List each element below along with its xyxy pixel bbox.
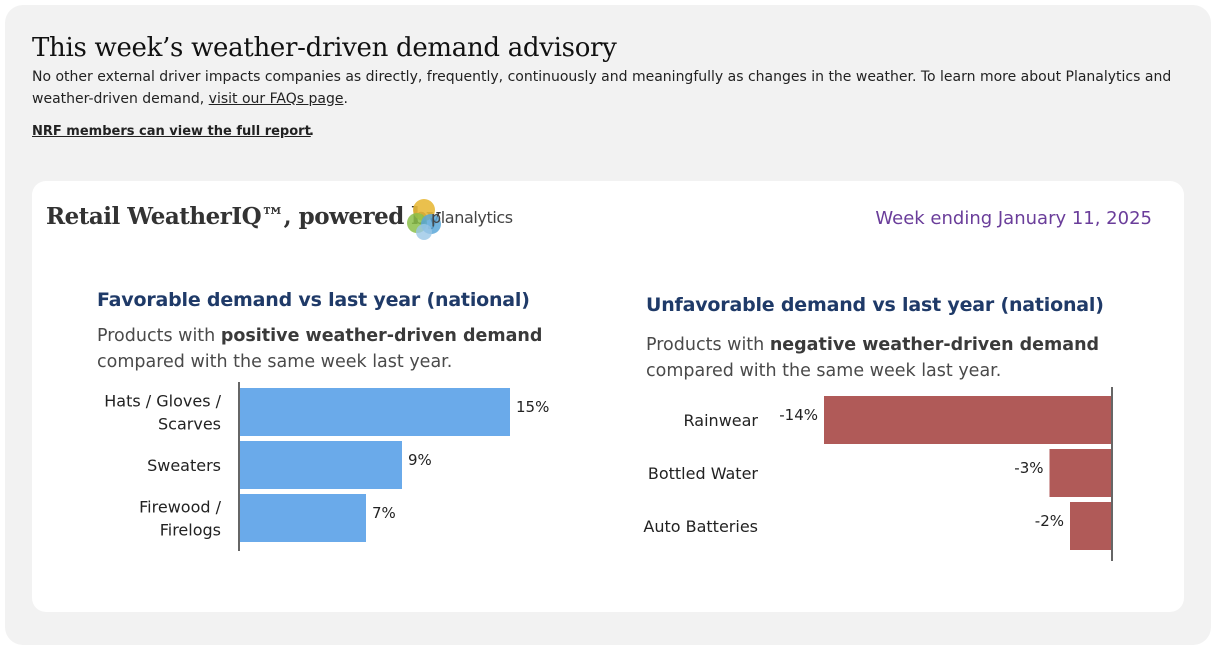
- weatheriq-card: Retail WeatherIQ™, powered by planalytic…: [32, 181, 1184, 612]
- unfavorable-value-label: -14%: [779, 406, 818, 424]
- favorable-bar: [240, 388, 510, 436]
- favorable-sub-pre: Products with: [97, 326, 221, 346]
- unfavorable-value-label: -3%: [1014, 459, 1043, 477]
- favorable-value-label: 15%: [516, 398, 549, 416]
- intro-end: .: [343, 90, 348, 107]
- unfavorable-bar: [1070, 502, 1111, 550]
- planalytics-logo-icon: [407, 199, 441, 240]
- unfavorable-sub-bold: negative weather-driven demand: [769, 335, 1100, 355]
- unfavorable-bar: [824, 396, 1111, 444]
- unfavorable-sub-line2: compared with the same week last year.: [646, 361, 1002, 381]
- unfavorable-chart-subtitle: Products with negative weather-driven de…: [646, 332, 1099, 384]
- advisory-section: This week’s weather-driven demand adviso…: [5, 5, 1211, 645]
- week-ending: Week ending January 11, 2025: [875, 208, 1152, 229]
- favorable-sub-bold: positive weather-driven demand: [220, 326, 543, 346]
- favorable-sub-line2: compared with the same week last year.: [97, 352, 453, 372]
- faq-link[interactable]: visit our FAQs page: [208, 90, 344, 107]
- favorable-bar: [240, 494, 366, 542]
- favorable-category-label: Firelogs: [160, 521, 221, 540]
- favorable-category-label: Firewood /: [139, 498, 221, 517]
- intro-text: No other external driver impacts compani…: [32, 69, 1172, 107]
- unfavorable-bar: [1049, 449, 1111, 497]
- unfavorable-chart-title: Unfavorable demand vs last year (nationa…: [646, 294, 1104, 316]
- favorable-chart-subtitle: Products with positive weather-driven de…: [97, 323, 542, 375]
- favorable-value-label: 7%: [372, 504, 396, 522]
- card-title: Retail WeatherIQ™, powered by: [46, 203, 440, 230]
- favorable-bar-chart: 15% Hats / Gloves / Scarves 9% Sweaters 7% Fir…: [104, 382, 549, 551]
- favorable-category-label: Scarves: [158, 415, 221, 434]
- nrf-end: .: [309, 124, 314, 139]
- favorable-value-label: 9%: [408, 451, 432, 469]
- unfavorable-bar-chart: -14% Rainwear -3% Bottled Water -2% Auto Batt…: [643, 387, 1113, 561]
- unfavorable-category-label: Bottled Water: [648, 464, 759, 483]
- unfavorable-category-label: Auto Batteries: [643, 517, 758, 536]
- favorable-chart-title: Favorable demand vs last year (national): [97, 289, 530, 311]
- logo-wordmark: planalytics: [431, 208, 513, 227]
- page-title: This week’s weather-driven demand adviso…: [32, 33, 617, 63]
- unfavorable-category-label: Rainwear: [684, 411, 759, 430]
- nrf-report-link[interactable]: NRF members can view the full report: [32, 124, 311, 139]
- unfavorable-sub-pre: Products with: [646, 335, 770, 355]
- favorable-category-label: Hats / Gloves /: [104, 392, 221, 411]
- favorable-bar: [240, 441, 402, 489]
- planalytics-logo: planalytics: [404, 196, 534, 244]
- favorable-category-label: Sweaters: [147, 456, 221, 475]
- unfavorable-value-label: -2%: [1035, 512, 1064, 530]
- intro-paragraph: No other external driver impacts compani…: [32, 67, 1182, 110]
